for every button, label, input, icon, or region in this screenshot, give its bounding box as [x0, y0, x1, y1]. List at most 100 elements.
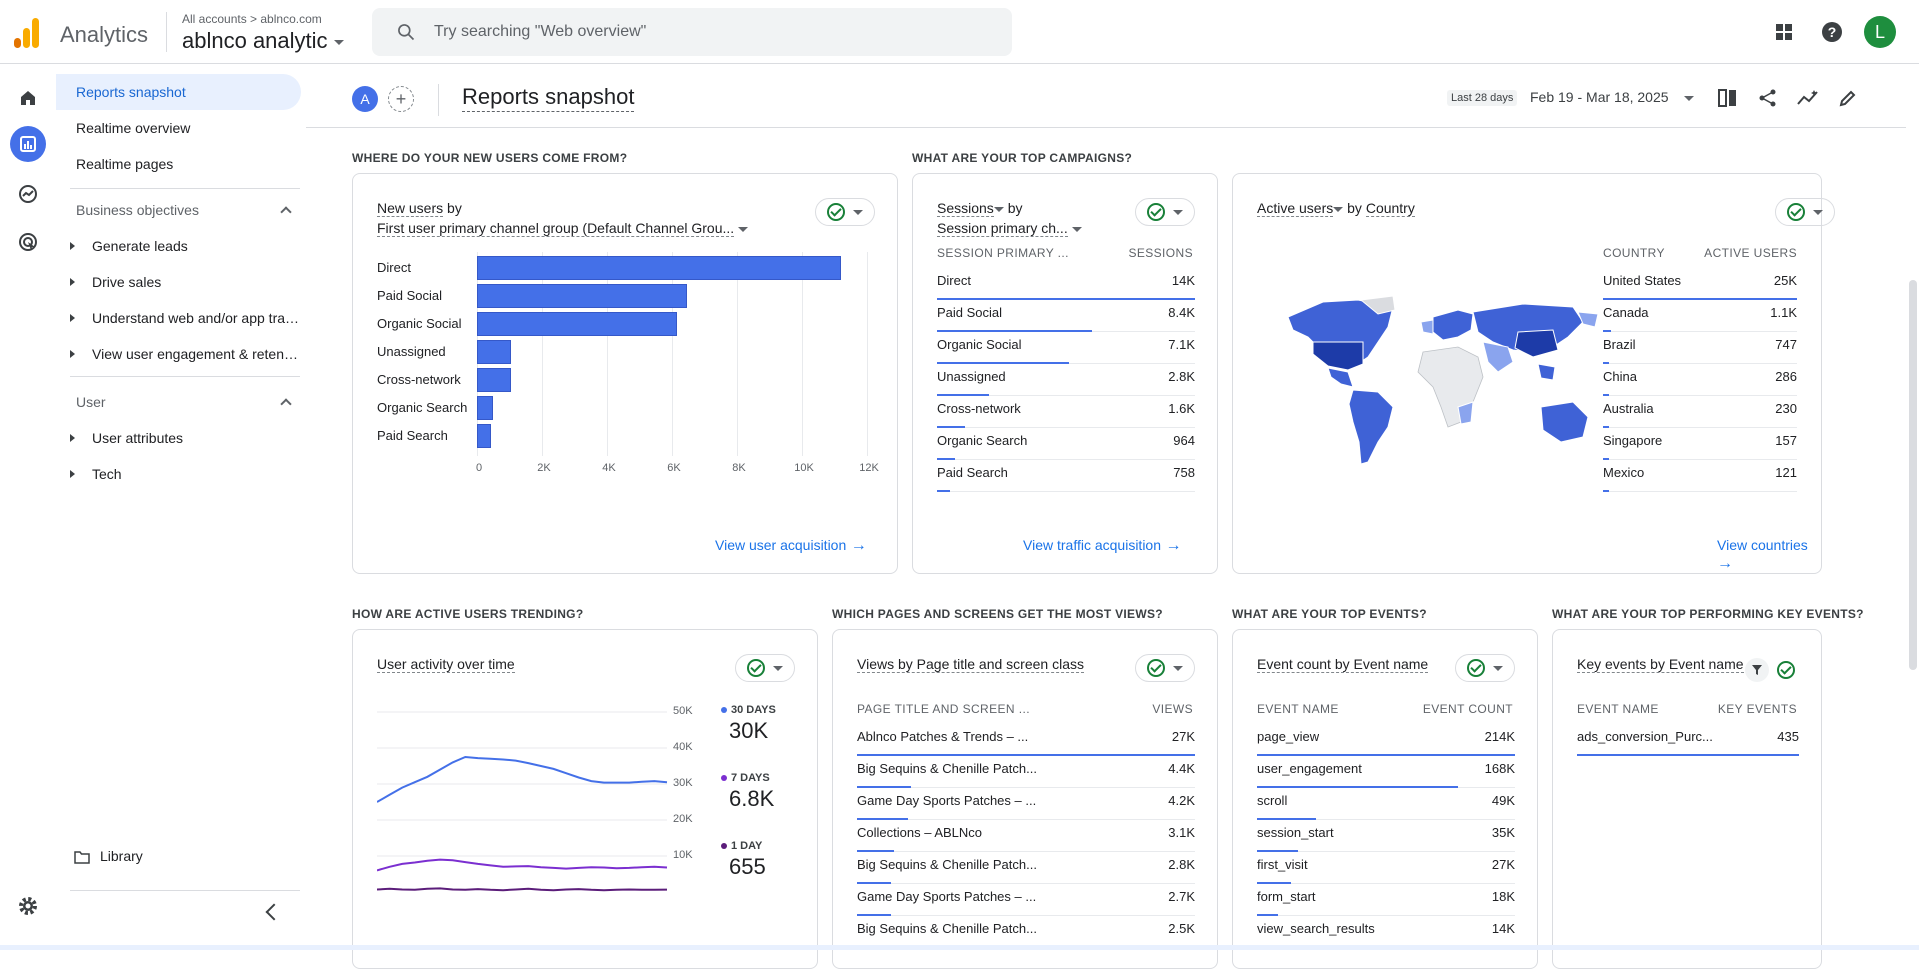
table-row[interactable]: page_view 214K — [1257, 724, 1515, 756]
metric-selector[interactable]: Active users — [1257, 200, 1334, 217]
table-row[interactable]: Game Day Sports Patches – ... 4.2K — [857, 788, 1195, 820]
help-icon[interactable]: ? — [1816, 16, 1848, 48]
business-objectives-header[interactable]: Business objectives — [76, 202, 199, 218]
edit-icon[interactable] — [1832, 82, 1864, 114]
series-line-1[interactable] — [377, 858, 668, 872]
table-row[interactable]: Canada 1.1K — [1603, 300, 1797, 332]
avatar[interactable]: L — [1864, 16, 1896, 48]
table-row[interactable]: China 286 — [1603, 364, 1797, 396]
column-header[interactable]: KEY EVENTS — [1717, 702, 1797, 716]
home-icon[interactable] — [10, 80, 46, 116]
table-row[interactable]: Organic Search 964 — [937, 428, 1195, 460]
table-row[interactable]: Brazil 747 — [1603, 332, 1797, 364]
analytics-logo-icon[interactable] — [14, 18, 40, 48]
column-header[interactable]: EVENT NAME — [1577, 702, 1659, 716]
card-title[interactable]: Views by Page title and screen class — [857, 656, 1084, 673]
column-header[interactable]: COUNTRY — [1603, 246, 1665, 260]
series-line-0[interactable] — [377, 755, 668, 803]
dimension-selector[interactable]: Session primary ch... — [937, 220, 1082, 237]
table-row[interactable]: session_start 35K — [1257, 820, 1515, 852]
explore-icon[interactable] — [10, 176, 46, 212]
view-traffic-acquisition-link[interactable]: View traffic acquisition — [1023, 537, 1181, 555]
search-box[interactable]: Try searching "Web overview" — [372, 8, 1012, 56]
data-quality-badge[interactable] — [1135, 654, 1195, 682]
filter-icon[interactable] — [1745, 658, 1769, 682]
data-quality-badge[interactable] — [1775, 198, 1835, 226]
table-row[interactable]: Australia 230 — [1603, 396, 1797, 428]
table-row[interactable]: Singapore 157 — [1603, 428, 1797, 460]
table-row[interactable]: Game Day Sports Patches – ... 2.7K — [857, 884, 1195, 916]
date-range-label[interactable]: Last 28 days — [1447, 90, 1518, 106]
column-header[interactable]: VIEWS — [1152, 702, 1193, 716]
table-row[interactable]: first_visit 27K — [1257, 852, 1515, 884]
table-row[interactable]: form_start 18K — [1257, 884, 1515, 916]
settings-icon[interactable] — [10, 888, 46, 924]
nav-reports-snapshot[interactable]: Reports snapshot — [56, 74, 301, 110]
property-selector[interactable]: ablnco analytic — [182, 28, 344, 54]
bar[interactable] — [477, 424, 491, 448]
table-row[interactable]: Direct 14K — [937, 268, 1195, 300]
view-countries-link[interactable]: View countries — [1717, 537, 1821, 573]
metric-selector[interactable]: New users — [377, 200, 444, 217]
caret-down-icon[interactable] — [1333, 206, 1344, 212]
table-row[interactable]: Unassigned 2.8K — [937, 364, 1195, 396]
column-header[interactable]: PAGE TITLE AND SCREEN ... — [857, 702, 1030, 716]
column-header[interactable]: ACTIVE USERS — [1704, 246, 1797, 260]
table-row[interactable]: user_engagement 168K — [1257, 756, 1515, 788]
table-row[interactable]: ads_conversion_Purc... 435 — [1577, 724, 1799, 756]
card-title[interactable]: User activity over time — [377, 656, 515, 673]
nav-user-attributes[interactable]: User attributes — [56, 430, 301, 446]
table-row[interactable]: Paid Social 8.4K — [937, 300, 1195, 332]
table-row[interactable]: view_search_results 14K — [1257, 916, 1515, 948]
bar[interactable] — [477, 312, 677, 336]
bar[interactable] — [477, 368, 512, 392]
table-row[interactable]: Mexico 121 — [1603, 460, 1797, 492]
card-title[interactable]: Key events by Event name — [1577, 656, 1744, 673]
bar[interactable] — [477, 340, 512, 364]
data-quality-badge[interactable] — [1455, 654, 1515, 682]
compare-icon[interactable] — [1712, 82, 1744, 114]
user-section-header[interactable]: User — [76, 394, 106, 410]
page-scrollbar[interactable] — [1909, 280, 1917, 670]
nav-user-engagement[interactable]: View user engagement & retention — [56, 346, 301, 362]
search-input[interactable]: Try searching "Web overview" — [434, 23, 647, 40]
chevron-up-icon[interactable] — [280, 206, 292, 218]
nav-realtime-overview[interactable]: Realtime overview — [76, 120, 191, 136]
nav-generate-leads[interactable]: Generate leads — [56, 238, 301, 254]
bar[interactable] — [477, 396, 493, 420]
nav-understand-traffic[interactable]: Understand web and/or app traffic — [56, 310, 301, 326]
nav-library[interactable]: Library — [74, 848, 143, 865]
advertising-icon[interactable] — [10, 224, 46, 260]
table-row[interactable]: United States 25K — [1603, 268, 1797, 300]
insights-icon[interactable] — [1792, 82, 1824, 114]
dimension-selector[interactable]: Country — [1365, 200, 1415, 217]
column-header[interactable]: SESSION PRIMARY ... — [937, 246, 1069, 260]
view-user-acquisition-link[interactable]: View user acquisition — [715, 537, 867, 555]
table-row[interactable]: Paid Search 758 — [937, 460, 1195, 492]
metric-selector[interactable]: Sessions — [937, 200, 994, 217]
table-row[interactable]: Big Sequins & Chenille Patch... 2.8K — [857, 852, 1195, 884]
nav-tech[interactable]: Tech — [56, 466, 301, 482]
check-circle-icon[interactable] — [1777, 661, 1795, 679]
table-row[interactable]: Big Sequins & Chenille Patch... 4.4K — [857, 756, 1195, 788]
nav-drive-sales[interactable]: Drive sales — [56, 274, 301, 290]
series-line-2[interactable] — [377, 887, 668, 892]
card-title[interactable]: Event count by Event name — [1257, 656, 1429, 673]
table-row[interactable]: scroll 49K — [1257, 788, 1515, 820]
comparison-avatar[interactable]: A — [352, 86, 378, 112]
table-row[interactable]: Cross-network 1.6K — [937, 396, 1195, 428]
collapse-nav-icon[interactable] — [265, 903, 283, 921]
bar[interactable] — [477, 284, 687, 308]
data-quality-badge[interactable] — [735, 654, 795, 682]
column-header[interactable]: SESSIONS — [1128, 246, 1193, 260]
table-row[interactable]: Ablnco Patches & Trends – ... 27K — [857, 724, 1195, 756]
chevron-up-icon[interactable] — [280, 398, 292, 410]
column-header[interactable]: EVENT NAME — [1257, 702, 1339, 716]
column-header[interactable]: EVENT COUNT — [1422, 702, 1513, 716]
share-icon[interactable] — [1752, 82, 1784, 114]
data-quality-badge[interactable] — [815, 198, 875, 226]
table-row[interactable]: Big Sequins & Chenille Patch... 2.5K — [857, 916, 1195, 948]
table-row[interactable]: Collections – ABLNco 3.1K — [857, 820, 1195, 852]
bar[interactable] — [477, 256, 841, 280]
apps-grid-icon[interactable] — [1768, 16, 1800, 48]
